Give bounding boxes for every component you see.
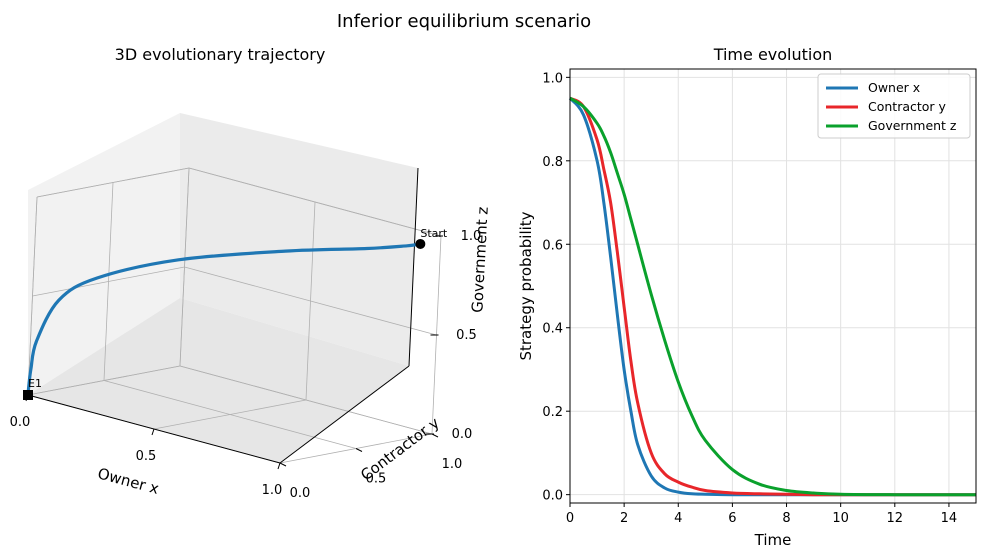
grid-line [179, 167, 190, 367]
y-tick-label: 1.0 [442, 457, 463, 472]
y-tick-label: 1.0 [542, 71, 563, 86]
time-evolution-plot: Time evolution 0 2 4 6 8 10 12 14 0.0 0.2 0.4 0.6 0.… [517, 45, 977, 549]
trajectory-3d-series: Start E1 [23, 227, 448, 400]
x-tick [151, 428, 155, 436]
y-tick-label: 0.0 [542, 489, 563, 504]
x-axis-label: Owner x [96, 464, 161, 498]
x-tick [277, 462, 281, 470]
equilibrium-label: E1 [28, 377, 42, 390]
grid-line [179, 365, 433, 435]
y-tick-label: 0.2 [542, 405, 563, 420]
z-axis-line [408, 167, 419, 367]
z-tick-label: 0.5 [456, 328, 477, 343]
x-tick-label: 0 [566, 511, 574, 526]
legend-label: Government z [868, 118, 957, 133]
z-tick-label: 0.0 [452, 427, 473, 442]
start-label: Start [420, 227, 448, 240]
time-evolution-title: Time evolution [713, 45, 833, 64]
equilibrium-marker [23, 390, 33, 400]
probability-axis-label: Strategy probability [517, 211, 535, 360]
x-tick-label: 0.5 [136, 449, 157, 464]
y-tick-label: 0.4 [542, 322, 563, 337]
plot-frame [569, 68, 977, 504]
y-tick-label: 0.8 [542, 155, 563, 170]
trajectory-3d-title: 3D evolutionary trajectory [115, 45, 326, 64]
x-tick-label: 2 [620, 511, 628, 526]
grid-line [32, 266, 185, 297]
x-tick-label: 1.0 [262, 483, 283, 498]
ticks-2d: 0 2 4 6 8 10 12 14 0.0 0.2 0.4 0.6 0.8 1.0 [542, 71, 957, 526]
series-line-0 [568, 97, 976, 497]
y-axis-line [279, 365, 410, 464]
pane-edge [27, 196, 38, 396]
trajectory-3d-plot: 3D evolutionary trajectory 0.00.51.0 0.00… [10, 45, 492, 501]
pane-floor [28, 298, 409, 463]
legend: Owner x Contractor y Government z [817, 73, 971, 139]
time-evolution-series [568, 96, 976, 497]
legend-label: Owner x [868, 80, 920, 95]
pane-back-right [180, 113, 418, 366]
x-tick-label: 14 [941, 511, 958, 526]
y-axis-label: Contractor y [357, 414, 443, 485]
trajectory-line [26, 242, 421, 396]
x-tick-label: 0.0 [10, 415, 31, 430]
series-line-2 [569, 96, 976, 497]
y-tick-label: 0.0 [290, 486, 311, 501]
z-axis-label: Government z [468, 206, 492, 313]
y-tick [279, 462, 287, 467]
pane-edge [36, 167, 190, 198]
x-tick-label: 12 [887, 511, 904, 526]
x-tick-label: 4 [674, 511, 682, 526]
grid-3d [27, 167, 442, 464]
legend-label: Contractor y [868, 99, 947, 114]
y-tick [355, 448, 363, 452]
y-tick-label: 0.6 [542, 238, 563, 253]
grid-line [184, 266, 437, 336]
start-marker [415, 238, 426, 249]
time-axis-label: Time [754, 531, 792, 549]
series-line-1 [569, 96, 976, 497]
pane-back-left [28, 113, 180, 395]
z-tick-label: 1.0 [461, 229, 482, 244]
figure-suptitle: Inferior equilibrium scenario [337, 11, 591, 32]
ticks-3d: 0.0 0.5 1.0 0.0 0.5 1.0 0.0 0.5 1.0 [10, 229, 482, 501]
x-tick-label: 10 [832, 511, 849, 526]
x-tick-label: 8 [782, 511, 790, 526]
y-tick-label: 0.5 [366, 472, 387, 487]
x-tick-label: 6 [728, 511, 736, 526]
legend-box [817, 73, 971, 139]
pane-edge [188, 167, 442, 237]
